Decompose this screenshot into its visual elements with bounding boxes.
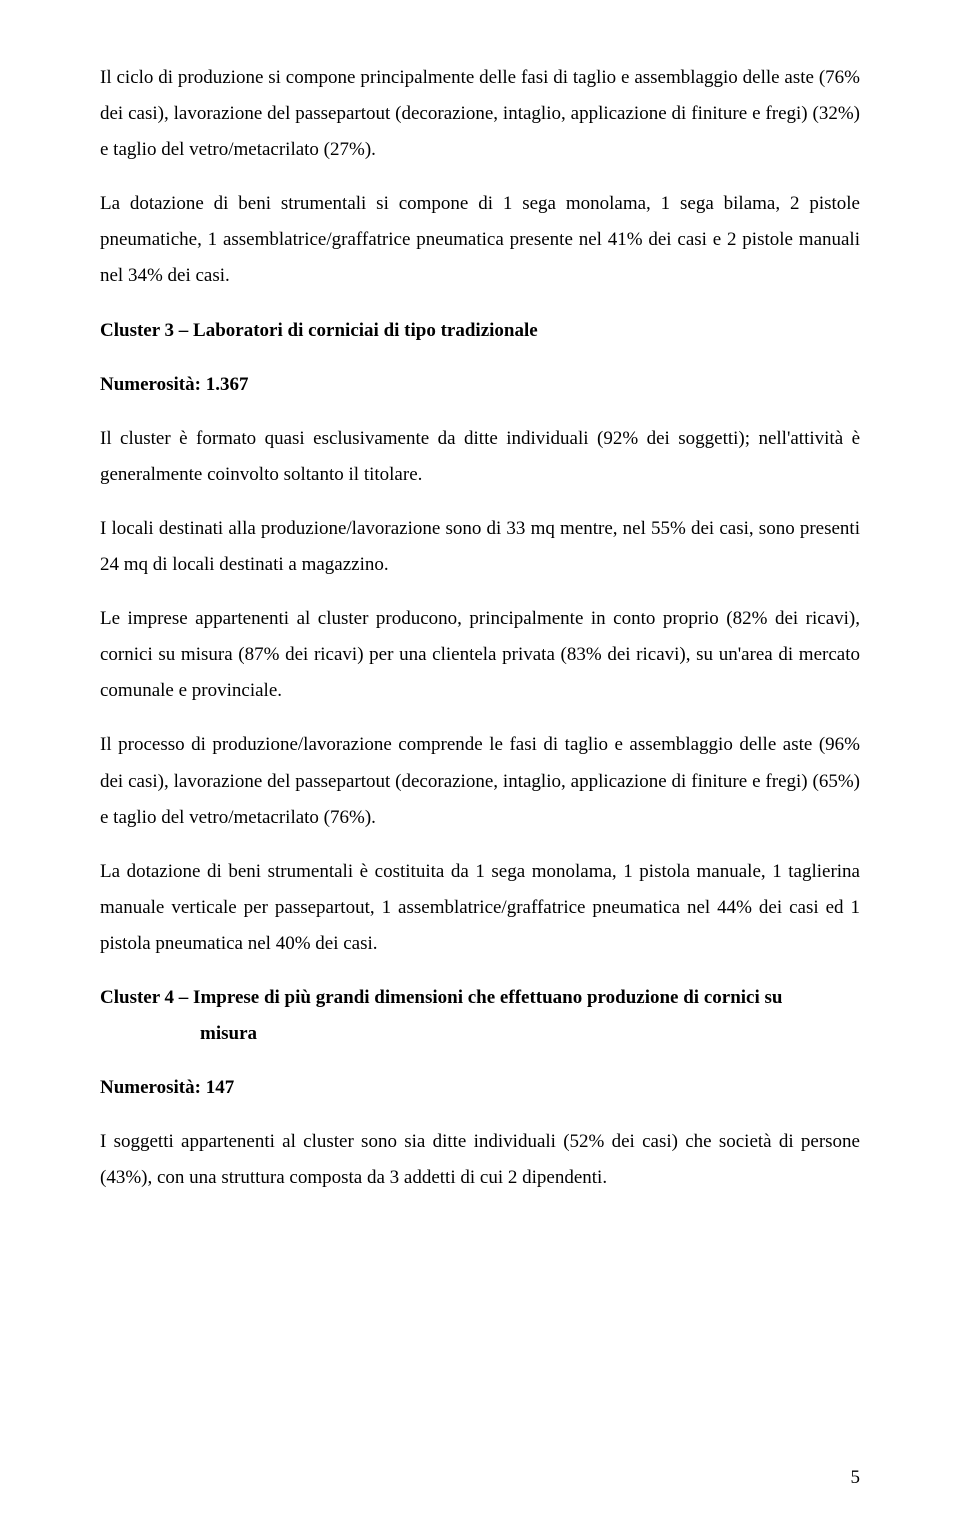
cluster-3-heading: Cluster 3 – Laboratori di corniciai di t… [100, 313, 860, 349]
body-paragraph: Il cluster è formato quasi esclusivament… [100, 421, 860, 493]
body-paragraph: Il ciclo di produzione si compone princi… [100, 60, 860, 168]
body-paragraph: La dotazione di beni strumentali è costi… [100, 854, 860, 962]
document-page: Il ciclo di produzione si compone princi… [0, 0, 960, 1519]
cluster-4-heading: Cluster 4 – Imprese di più grandi dimens… [100, 980, 860, 1052]
body-paragraph: Il processo di produzione/lavorazione co… [100, 727, 860, 835]
body-paragraph: La dotazione di beni strumentali si comp… [100, 186, 860, 294]
cluster-4-heading-line2: misura [100, 1016, 860, 1052]
cluster-3-count: Numerosità: 1.367 [100, 367, 860, 403]
body-paragraph: I locali destinati alla produzione/lavor… [100, 511, 860, 583]
page-number: 5 [851, 1467, 861, 1489]
cluster-4-count: Numerosità: 147 [100, 1070, 860, 1106]
body-paragraph: Le imprese appartenenti al cluster produ… [100, 601, 860, 709]
cluster-4-heading-line1: Cluster 4 – Imprese di più grandi dimens… [100, 987, 782, 1008]
body-paragraph: I soggetti appartenenti al cluster sono … [100, 1124, 860, 1196]
